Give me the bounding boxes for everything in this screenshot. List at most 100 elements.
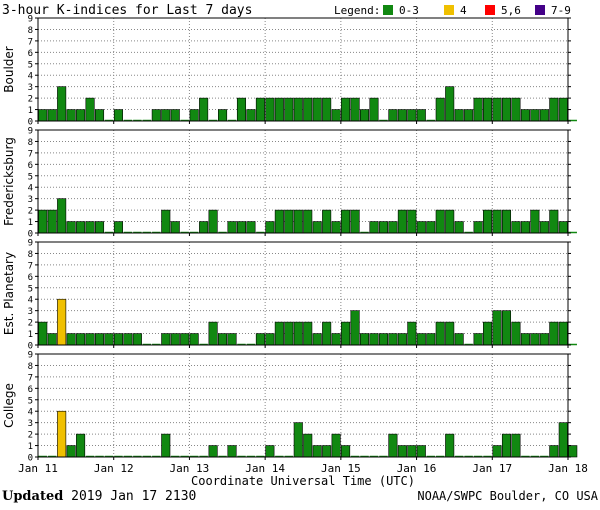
- y-tick-label: 8: [28, 26, 33, 36]
- bar: [492, 97, 502, 122]
- bar: [416, 333, 426, 346]
- bar: [189, 333, 199, 346]
- bar: [189, 109, 199, 122]
- bar: [199, 221, 209, 234]
- bar: [511, 97, 521, 122]
- x-tick-label: Jan 16: [397, 462, 437, 475]
- bar: [454, 221, 464, 234]
- bar: [293, 209, 303, 234]
- bar: [161, 209, 171, 234]
- bar: [445, 209, 455, 234]
- bar: [558, 97, 568, 122]
- bar: [331, 221, 341, 234]
- panel-frame: [37, 17, 569, 122]
- bar: [312, 333, 322, 346]
- y-tick-label: 5: [28, 284, 33, 294]
- bar: [397, 109, 407, 122]
- bar: [397, 333, 407, 346]
- y-tick-label: 0: [28, 342, 33, 352]
- bar: [113, 109, 123, 122]
- chart-title: 3-hour K-indices for Last 7 days: [2, 3, 252, 18]
- x-axis-label: Coordinate Universal Time (UTC): [191, 474, 415, 488]
- legend-swatch-2: [444, 5, 454, 15]
- bar: [483, 321, 493, 346]
- bar: [359, 109, 370, 122]
- bar: [331, 109, 341, 122]
- bar: [113, 333, 123, 346]
- bar: [407, 209, 417, 234]
- bar: [511, 433, 521, 458]
- bar: [94, 109, 105, 122]
- y-tick-label: 3: [28, 83, 33, 93]
- x-tick-label: Jan 11: [18, 462, 58, 475]
- bar: [530, 109, 540, 122]
- bar: [208, 321, 218, 346]
- bar: [445, 321, 455, 346]
- bar: [473, 221, 483, 234]
- bar: [76, 221, 86, 234]
- bar: [161, 333, 171, 346]
- legend-swatch-1: [383, 5, 393, 15]
- y-tick-label: 2: [28, 319, 33, 329]
- bar: [483, 97, 493, 122]
- bar: [284, 321, 294, 346]
- bar: [293, 97, 303, 122]
- bar: [199, 97, 209, 122]
- bar: [47, 109, 57, 122]
- bar: [331, 433, 341, 458]
- y-tick-label: 6: [28, 49, 33, 59]
- bar: [265, 221, 275, 234]
- y-tick-label: 1: [28, 330, 33, 340]
- bar: [284, 97, 294, 122]
- y-tick-label: 6: [28, 273, 33, 283]
- bar: [85, 221, 95, 234]
- bar: [397, 445, 407, 458]
- bar: [416, 109, 426, 122]
- bar: [66, 333, 76, 346]
- y-tick-label: 0: [28, 118, 33, 128]
- bar: [274, 321, 284, 346]
- bar: [303, 321, 313, 346]
- bar: [378, 221, 388, 234]
- bar: [369, 97, 379, 122]
- bar: [520, 221, 530, 234]
- bar: [255, 333, 265, 346]
- bar: [492, 445, 502, 458]
- bar: [445, 86, 455, 122]
- bar: [407, 109, 417, 122]
- bar: [407, 445, 417, 458]
- y-tick-label: 0: [28, 230, 33, 240]
- bar: [236, 221, 247, 234]
- bar: [218, 109, 228, 122]
- y-tick-label: 4: [28, 408, 33, 418]
- bar: [47, 209, 57, 234]
- bar: [312, 97, 322, 122]
- bar: [388, 109, 398, 122]
- bar: [397, 209, 407, 234]
- y-tick-label: 3: [28, 307, 33, 317]
- bar: [265, 445, 275, 458]
- y-tick-label: 2: [28, 431, 33, 441]
- bar: [341, 209, 351, 234]
- y-tick-label: 4: [28, 72, 33, 82]
- bar: [350, 310, 360, 346]
- y-tick-label: 2: [28, 207, 33, 217]
- bar: [511, 221, 521, 234]
- y-tick-label: 0: [28, 454, 33, 464]
- bar: [378, 333, 388, 346]
- bar: [549, 97, 559, 122]
- bar: [539, 109, 549, 122]
- bar: [38, 109, 48, 122]
- panel-frame: [37, 353, 569, 458]
- y-tick-label: 9: [28, 351, 33, 361]
- y-tick-label: 5: [28, 60, 33, 70]
- y-tick-label: 3: [28, 195, 33, 205]
- y-tick-label: 6: [28, 161, 33, 171]
- bar: [104, 333, 114, 346]
- bar: [501, 209, 512, 234]
- bar: [473, 333, 483, 346]
- updated-value: 2019 Jan 17 2130: [71, 489, 197, 504]
- updated-stamp: Updated 2019 Jan 17 2130: [2, 489, 196, 504]
- bar: [322, 321, 332, 346]
- bar: [76, 109, 86, 122]
